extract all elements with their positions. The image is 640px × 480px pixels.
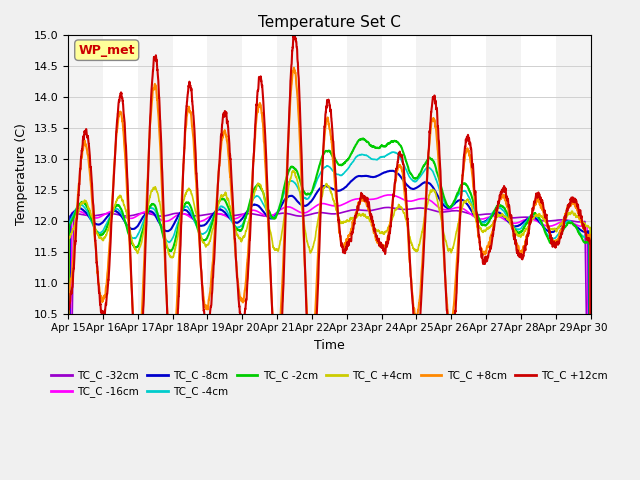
- TC_C -8cm: [389, 168, 397, 174]
- TC_C -16cm: [386, 192, 394, 198]
- TC_C -2cm: [210, 214, 218, 220]
- TC_C +8cm: [389, 193, 397, 199]
- TC_C -16cm: [389, 192, 397, 198]
- Line: TC_C -4cm: TC_C -4cm: [68, 152, 591, 480]
- TC_C -4cm: [176, 214, 184, 219]
- Line: TC_C -32cm: TC_C -32cm: [68, 207, 591, 480]
- TC_C +8cm: [290, 65, 298, 71]
- Line: TC_C -8cm: TC_C -8cm: [68, 171, 591, 480]
- TC_C +12cm: [210, 260, 218, 266]
- TC_C -4cm: [390, 149, 397, 155]
- Line: TC_C -2cm: TC_C -2cm: [68, 139, 591, 480]
- Bar: [347, 36, 381, 313]
- TC_C -8cm: [537, 221, 545, 227]
- Bar: [138, 36, 173, 313]
- TC_C -32cm: [384, 204, 392, 210]
- Title: Temperature Set C: Temperature Set C: [258, 15, 401, 30]
- TC_C +12cm: [291, 33, 298, 38]
- Bar: [207, 36, 242, 313]
- TC_C -2cm: [537, 218, 545, 224]
- TC_C -16cm: [380, 193, 388, 199]
- TC_C -8cm: [210, 210, 218, 216]
- TC_C +4cm: [176, 220, 184, 226]
- TC_C +4cm: [289, 168, 296, 174]
- TC_C +4cm: [210, 222, 218, 228]
- TC_C -4cm: [537, 221, 545, 227]
- TC_C +4cm: [389, 213, 397, 218]
- TC_C -16cm: [176, 211, 184, 217]
- TC_C +4cm: [537, 214, 545, 219]
- TC_C +12cm: [380, 246, 388, 252]
- TC_C +12cm: [586, 238, 594, 243]
- TC_C +8cm: [380, 246, 388, 252]
- TC_C -32cm: [389, 205, 397, 211]
- TC_C +12cm: [587, 418, 595, 424]
- TC_C -8cm: [380, 169, 388, 175]
- TC_C +4cm: [380, 231, 388, 237]
- Text: WP_met: WP_met: [79, 44, 135, 57]
- Legend: TC_C -32cm, TC_C -16cm, TC_C -8cm, TC_C -4cm, TC_C -2cm, TC_C +4cm, TC_C +8cm, T: TC_C -32cm, TC_C -16cm, TC_C -8cm, TC_C …: [47, 366, 612, 401]
- TC_C -32cm: [210, 211, 218, 216]
- Line: TC_C -16cm: TC_C -16cm: [68, 195, 591, 480]
- Line: TC_C +12cm: TC_C +12cm: [68, 36, 591, 480]
- Bar: [486, 36, 521, 313]
- TC_C +4cm: [586, 316, 594, 322]
- TC_C -2cm: [380, 144, 388, 149]
- Bar: [68, 36, 103, 313]
- TC_C +8cm: [176, 232, 184, 238]
- TC_C +8cm: [586, 233, 594, 239]
- TC_C -4cm: [380, 154, 388, 160]
- TC_C -2cm: [176, 217, 184, 223]
- TC_C -8cm: [176, 210, 184, 216]
- TC_C +12cm: [537, 198, 545, 204]
- TC_C +12cm: [389, 194, 397, 200]
- TC_C +8cm: [537, 205, 545, 211]
- TC_C +8cm: [210, 240, 218, 246]
- TC_C -8cm: [389, 168, 397, 174]
- Bar: [417, 36, 451, 313]
- Bar: [277, 36, 312, 313]
- X-axis label: Time: Time: [314, 339, 345, 352]
- Bar: [556, 36, 591, 313]
- TC_C -32cm: [380, 205, 388, 211]
- TC_C -4cm: [210, 213, 218, 218]
- TC_C -32cm: [176, 210, 184, 216]
- TC_C -16cm: [210, 211, 218, 217]
- Line: TC_C +8cm: TC_C +8cm: [68, 68, 591, 480]
- TC_C +12cm: [176, 253, 184, 259]
- TC_C -2cm: [359, 136, 367, 142]
- TC_C -32cm: [537, 217, 545, 223]
- Line: TC_C +4cm: TC_C +4cm: [68, 171, 591, 480]
- TC_C -2cm: [389, 139, 397, 144]
- TC_C -2cm: [586, 479, 594, 480]
- TC_C -4cm: [389, 149, 397, 155]
- TC_C -16cm: [537, 221, 545, 227]
- Y-axis label: Temperature (C): Temperature (C): [15, 123, 28, 226]
